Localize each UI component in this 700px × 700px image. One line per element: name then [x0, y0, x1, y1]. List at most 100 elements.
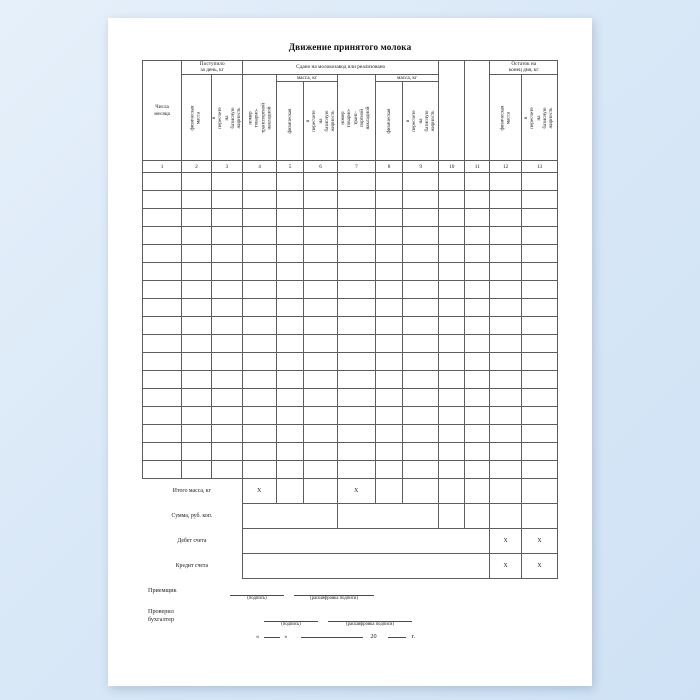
totals-cell[interactable]: [241, 528, 491, 554]
table-cell[interactable]: [520, 352, 559, 372]
table-cell[interactable]: [438, 190, 466, 210]
table-cell[interactable]: [303, 280, 338, 300]
table-cell[interactable]: [303, 460, 338, 480]
table-cell[interactable]: [242, 190, 277, 210]
table-cell[interactable]: [303, 424, 338, 444]
table-cell[interactable]: [520, 208, 559, 228]
totals-cell[interactable]: [374, 478, 404, 504]
table-cell[interactable]: [210, 388, 244, 408]
table-cell[interactable]: [336, 388, 377, 408]
table-cell[interactable]: [242, 424, 277, 444]
table-cell[interactable]: [336, 370, 377, 390]
table-cell[interactable]: [303, 244, 338, 264]
table-cell[interactable]: [374, 460, 404, 480]
table-cell[interactable]: [336, 460, 377, 480]
table-cell[interactable]: [181, 172, 212, 192]
table-cell[interactable]: [210, 352, 244, 372]
totals-cell[interactable]: [438, 478, 466, 504]
table-cell[interactable]: [374, 424, 404, 444]
table-cell[interactable]: [489, 460, 522, 480]
table-cell[interactable]: [181, 208, 212, 228]
table-cell[interactable]: [336, 334, 377, 354]
table-cell[interactable]: [402, 424, 440, 444]
table-cell[interactable]: [303, 172, 338, 192]
table-cell[interactable]: [210, 190, 244, 210]
table-cell[interactable]: [141, 370, 183, 390]
table-cell[interactable]: [336, 190, 377, 210]
totals-cell[interactable]: [275, 478, 304, 504]
table-cell[interactable]: [489, 352, 522, 372]
table-cell[interactable]: [438, 388, 466, 408]
table-cell[interactable]: [242, 442, 277, 462]
table-cell[interactable]: [464, 406, 491, 426]
table-cell[interactable]: [374, 352, 404, 372]
totals-cell-mark[interactable]: X: [489, 528, 522, 554]
table-cell[interactable]: [402, 244, 440, 264]
table-cell[interactable]: [275, 460, 305, 480]
table-row[interactable]: [141, 442, 559, 462]
table-row[interactable]: [141, 316, 559, 336]
table-cell[interactable]: [402, 442, 440, 462]
totals-cell[interactable]: [489, 478, 522, 504]
table-cell[interactable]: [210, 298, 244, 318]
table-cell[interactable]: [464, 208, 491, 228]
table-cell[interactable]: [464, 334, 491, 354]
table-cell[interactable]: [181, 370, 212, 390]
table-cell[interactable]: [303, 316, 338, 336]
table-cell[interactable]: [402, 460, 440, 480]
table-row[interactable]: [141, 334, 559, 354]
table-cell[interactable]: [141, 424, 183, 444]
table-cell[interactable]: [141, 172, 183, 192]
table-cell[interactable]: [275, 280, 305, 300]
table-row[interactable]: [141, 190, 559, 210]
totals-cell[interactable]: [241, 503, 338, 529]
totals-cell[interactable]: [241, 553, 491, 579]
table-cell[interactable]: [336, 262, 377, 282]
table-cell[interactable]: [489, 370, 522, 390]
table-cell[interactable]: [402, 172, 440, 192]
table-cell[interactable]: [141, 208, 183, 228]
table-cell[interactable]: [374, 172, 404, 192]
table-cell[interactable]: [402, 370, 440, 390]
table-cell[interactable]: [210, 280, 244, 300]
table-cell[interactable]: [181, 460, 212, 480]
table-cell[interactable]: [489, 388, 522, 408]
table-cell[interactable]: [141, 352, 183, 372]
table-cell[interactable]: [489, 172, 522, 192]
table-row[interactable]: [141, 388, 559, 408]
table-cell[interactable]: [181, 190, 212, 210]
table-cell[interactable]: [242, 316, 277, 336]
table-cell[interactable]: [275, 406, 305, 426]
table-cell[interactable]: [275, 208, 305, 228]
table-cell[interactable]: [242, 298, 277, 318]
table-cell[interactable]: [402, 406, 440, 426]
table-cell[interactable]: [303, 226, 338, 246]
table-cell[interactable]: [303, 262, 338, 282]
table-cell[interactable]: [520, 442, 559, 462]
table-cell[interactable]: [210, 442, 244, 462]
table-cell[interactable]: [489, 298, 522, 318]
table-cell[interactable]: [520, 406, 559, 426]
table-cell[interactable]: [464, 244, 491, 264]
table-cell[interactable]: [402, 316, 440, 336]
totals-cell-mark[interactable]: X: [520, 528, 559, 554]
totals-cell[interactable]: [302, 478, 338, 504]
table-cell[interactable]: [464, 442, 491, 462]
table-cell[interactable]: [275, 424, 305, 444]
table-cell[interactable]: [275, 352, 305, 372]
table-cell[interactable]: [336, 316, 377, 336]
table-cell[interactable]: [374, 442, 404, 462]
table-cell[interactable]: [438, 280, 466, 300]
table-row[interactable]: [141, 172, 559, 192]
table-cell[interactable]: [464, 280, 491, 300]
table-cell[interactable]: [242, 388, 277, 408]
table-cell[interactable]: [336, 244, 377, 264]
table-cell[interactable]: [210, 316, 244, 336]
table-cell[interactable]: [303, 352, 338, 372]
table-cell[interactable]: [438, 352, 466, 372]
table-cell[interactable]: [181, 244, 212, 264]
table-cell[interactable]: [210, 208, 244, 228]
table-cell[interactable]: [520, 298, 559, 318]
table-cell[interactable]: [464, 172, 491, 192]
table-cell[interactable]: [438, 208, 466, 228]
